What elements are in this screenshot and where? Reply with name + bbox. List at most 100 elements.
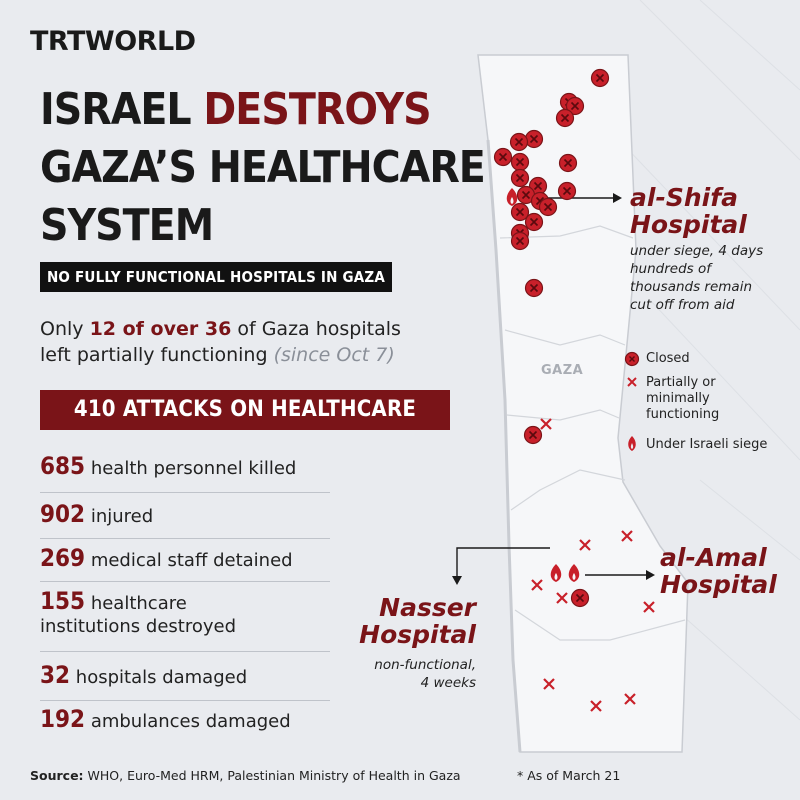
nasser-callout: Nasser Hospital non-functional, 4 weeks — [340, 594, 476, 692]
headline-line-2: GAZA’S HEALTHCARE — [40, 142, 486, 193]
nasser-arrow-icon — [452, 576, 462, 585]
closed-hospital-marker — [557, 181, 577, 201]
closed-hospital-marker — [538, 197, 558, 217]
closed-hospital-marker — [524, 129, 544, 149]
closed-hospital-marker — [558, 153, 578, 173]
partial-hospital-marker — [556, 592, 568, 604]
partial-hospital-marker — [621, 530, 633, 542]
intro-pre: Only — [40, 318, 90, 340]
divider — [40, 581, 330, 582]
headline-line-1: ISRAEL DESTROYS — [40, 88, 432, 132]
divider — [40, 651, 330, 652]
source-label: Source: — [30, 768, 84, 783]
divider — [40, 700, 330, 701]
divider — [40, 492, 330, 493]
callout-title: Nasser — [379, 593, 476, 622]
siege-flame-icon — [568, 564, 580, 582]
stat-label: medical staff detained — [90, 550, 293, 571]
closed-hospital-marker — [555, 108, 575, 128]
source-line: Source: WHO, Euro-Med HRM, Palestinian M… — [30, 768, 461, 783]
callout-subtext: 4 weeks — [420, 675, 476, 691]
partial-hospital-marker — [590, 700, 602, 712]
callout-title: Hospital — [630, 210, 747, 239]
stat-number: 902 — [40, 500, 86, 528]
stat-staff-detained: 269 medical staff detained — [40, 544, 330, 572]
partial-hospital-marker — [531, 579, 543, 591]
closed-hospital-marker — [570, 588, 590, 608]
legend-closed-icon — [624, 351, 640, 367]
callout-subtext: hundreds of — [630, 261, 711, 277]
amal-arrow-icon — [646, 570, 655, 580]
closed-hospital-marker — [493, 147, 513, 167]
shifa-arrow-icon — [613, 193, 622, 203]
callout-subtext: thousands remain — [630, 279, 753, 295]
closed-hospital-marker — [524, 212, 544, 232]
siege-flame-icon — [506, 188, 518, 206]
closed-hospital-marker — [523, 425, 543, 445]
stat-label: hospitals damaged — [75, 667, 248, 688]
al-amal-callout: al-Amal Hospital — [660, 544, 777, 598]
legend-partial-label: Partially or minimally functioning — [646, 375, 719, 423]
closed-hospital-marker — [565, 96, 585, 116]
partial-hospital-marker — [540, 418, 552, 430]
callout-title: al-Amal — [660, 543, 767, 572]
intro-highlight: 12 of over 36 — [89, 318, 232, 340]
divider — [40, 538, 330, 539]
callout-title: Hospital — [660, 570, 777, 599]
trt-world-logo: TRTWORLD — [30, 26, 196, 57]
headline-word: ISRAEL — [40, 84, 204, 135]
legend-line: Partially or — [646, 375, 716, 390]
source-text: WHO, Euro-Med HRM, Palestinian Ministry … — [87, 768, 461, 783]
partial-hospital-marker — [543, 678, 555, 690]
legend-closed-label: Closed — [646, 351, 690, 366]
callout-title: al-Shifa — [630, 183, 738, 212]
stat-label: injured — [90, 506, 154, 527]
legend-line: minimally — [646, 391, 710, 406]
siege-flame-icon — [550, 564, 562, 582]
stat-ambulances-damaged: 192 ambulances damaged — [40, 705, 330, 733]
al-shifa-callout: al-Shifa Hospital under siege, 4 days hu… — [630, 184, 763, 314]
closed-hospital-marker — [510, 231, 530, 251]
as-of-note: * As of March 21 — [517, 768, 621, 783]
partial-hospital-marker — [643, 601, 655, 613]
stat-label: health personnel killed — [90, 458, 297, 479]
stat-number: 269 — [40, 544, 86, 572]
closed-hospital-marker — [524, 278, 544, 298]
intro-mid: of Gaza hospitals — [231, 318, 401, 340]
intro-since: (since Oct 7) — [273, 344, 395, 366]
stat-number: 32 — [40, 661, 71, 689]
attacks-banner: 410 ATTACKS ON HEALTHCARE — [40, 390, 450, 430]
legend-line: functioning — [646, 407, 720, 422]
headline-highlight: DESTROYS — [203, 84, 431, 135]
callout-leaders — [456, 197, 648, 578]
closed-hospital-marker — [510, 152, 530, 172]
stat-label-2: institutions destroyed — [40, 616, 236, 637]
legend-flame-icon — [628, 436, 636, 451]
intro-line-2: left partially functioning — [40, 344, 274, 366]
stat-hospitals-damaged: 32 hospitals damaged — [40, 661, 330, 689]
no-functional-hospitals-banner: NO FULLY FUNCTIONAL HOSPITALS IN GAZA — [40, 262, 392, 292]
headline-line-3: SYSTEM — [40, 200, 214, 251]
callout-subtext: under siege, 4 days — [630, 243, 764, 259]
stat-number: 192 — [40, 705, 86, 733]
closed-hospital-marker — [510, 168, 530, 188]
stat-injured: 902 injured — [40, 500, 330, 528]
stat-label: healthcare — [90, 593, 187, 614]
legend-partial-icon — [627, 377, 637, 387]
legend-siege-label: Under Israeli siege — [646, 437, 768, 452]
closed-hospital-marker — [510, 202, 530, 222]
stat-number: 685 — [40, 452, 86, 480]
stat-personnel-killed: 685 health personnel killed — [40, 452, 330, 480]
district-boundaries — [499, 225, 686, 641]
gaza-region-label: GAZA — [541, 363, 584, 378]
callout-subtext: non-functional, — [374, 657, 476, 673]
partial-hospital-marker — [579, 539, 591, 551]
stat-label: ambulances damaged — [90, 711, 291, 732]
callout-title: Hospital — [359, 620, 476, 649]
callout-subtext: cut off from aid — [630, 297, 735, 313]
closed-hospital-marker — [509, 132, 529, 152]
closed-hospital-marker — [590, 68, 610, 88]
closed-hospital-marker — [516, 185, 536, 205]
